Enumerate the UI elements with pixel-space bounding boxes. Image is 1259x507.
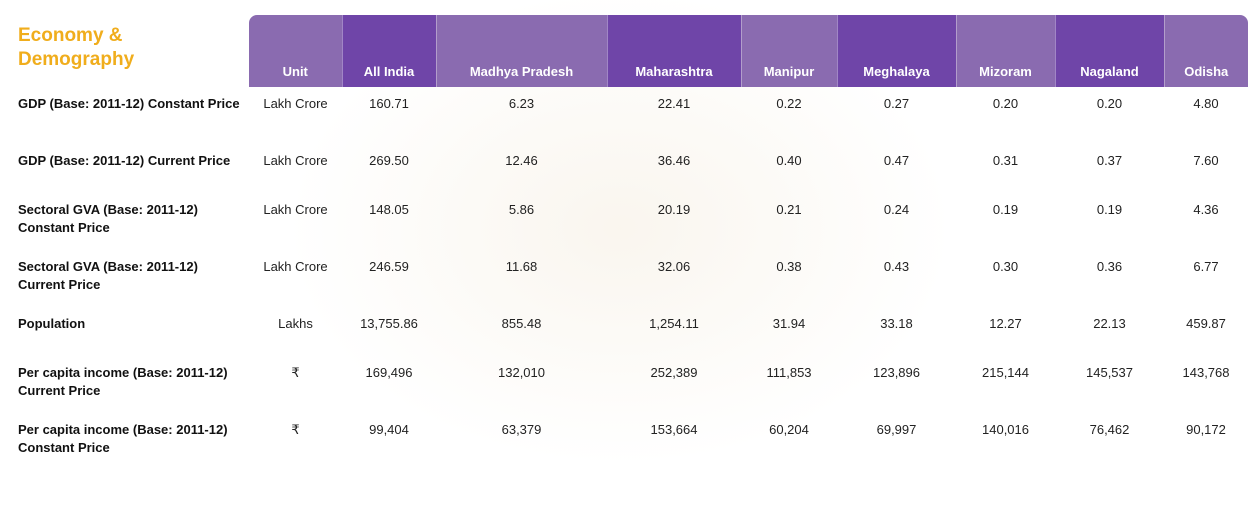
column-header: Odisha [1164,15,1248,87]
table-cell: 7.60 [1193,153,1219,168]
column-header: Madhya Pradesh [436,15,608,87]
table-cell: ₹ [291,422,300,437]
table-cell: 855.48 [501,316,542,331]
table-cell: 22.41 [657,96,691,111]
column-header: Unit [249,15,343,87]
table-cell: ₹ [291,365,300,380]
table-cell: 148.05 [369,202,409,217]
data-table: Unit All India Madhya Pradesh Maharashtr… [0,15,1248,470]
row-label: Per capita income (Base: 2011-12) Curren… [18,365,228,398]
table-cell: 4.80 [1193,96,1219,111]
table-cell: 140,016 [982,422,1029,437]
table-cell: 69,997 [876,422,917,437]
section-title: Economy & Demography [18,25,135,70]
table-cell: Lakh Crore [263,153,328,168]
table-cell: 169,496 [365,365,413,380]
table-cell: 99,404 [369,422,409,437]
table-cell: 0.36 [1096,259,1123,274]
column-header: All India [342,15,437,87]
table-cell: 153,664 [650,422,698,437]
table-cell: 0.21 [776,202,802,217]
table-row: Population Lakhs 13,755.86 855.48 1,254.… [0,307,1248,356]
table-cell: 0.22 [776,96,802,111]
table-cell: 20.19 [657,202,691,217]
table-cell: 0.47 [883,153,910,168]
table-cell: 63,379 [501,422,542,437]
table-cell: 12.27 [989,316,1022,331]
column-header: Meghalaya [837,15,957,87]
table-cell: 6.23 [508,96,535,111]
table-cell: 5.86 [508,202,535,217]
row-label: GDP (Base: 2011-12) Current Price [18,153,231,168]
table-cell: 13,755.86 [360,316,418,331]
table-cell: 0.27 [883,96,910,111]
table-cell: 0.24 [883,202,910,217]
column-header: Manipur [741,15,838,87]
table-cell: 32.06 [657,259,691,274]
table-cell: 36.46 [657,153,691,168]
column-header: Nagaland [1055,15,1165,87]
table-cell: 215,144 [982,365,1029,380]
table-cell: 145,537 [1086,365,1133,380]
table-cell: 132,010 [498,365,545,380]
table-cell: 0.43 [883,259,910,274]
table-cell: 0.19 [1096,202,1123,217]
table-cell: 246.59 [369,259,409,274]
table-cell: 0.19 [992,202,1019,217]
table-cell: 6.77 [1193,259,1219,274]
table-row: Per capita income (Base: 2011-12) Consta… [0,413,1248,470]
column-header: Mizoram [956,15,1056,87]
table-cell: 0.37 [1096,153,1123,168]
table-cell: 143,768 [1182,365,1230,380]
row-label: GDP (Base: 2011-12) Constant Price [18,96,240,111]
row-label: Sectoral GVA (Base: 2011-12) Current Pri… [18,259,198,292]
table-row: Sectoral GVA (Base: 2011-12) Constant Pr… [0,193,1248,250]
table-cell: Lakhs [278,316,313,331]
table-cell: 0.31 [992,153,1019,168]
table-cell: 76,462 [1089,422,1130,437]
table-row: GDP (Base: 2011-12) Current Price Lakh C… [0,144,1248,193]
table-cell: 22.13 [1093,316,1126,331]
table-cell: 33.18 [880,316,913,331]
table-cell: 11.68 [505,259,538,274]
table-cell: 252,389 [650,365,698,380]
row-label: Per capita income (Base: 2011-12) Consta… [18,422,228,455]
table-cell: 123,896 [873,365,920,380]
table-cell: 31.94 [772,316,806,331]
table-cell: 111,853 [766,365,812,380]
table-cell: 0.20 [1096,96,1123,111]
row-label: Sectoral GVA (Base: 2011-12) Constant Pr… [18,202,198,235]
table-cell: 0.40 [776,153,802,168]
table-row: GDP (Base: 2011-12) Constant Price Lakh … [0,87,1248,144]
table-cell: Lakh Crore [263,259,328,274]
column-header: Maharashtra [607,15,742,87]
table-cell: 160.71 [369,96,409,111]
table-cell: 4.36 [1193,202,1219,217]
table-cell: 12.46 [505,153,538,168]
table-cell: 60,204 [769,422,809,437]
header-row: Unit All India Madhya Pradesh Maharashtr… [0,15,1248,87]
table-cell: Lakh Crore [263,202,328,217]
table-cell: 1,254.11 [649,316,699,331]
table-row: Sectoral GVA (Base: 2011-12) Current Pri… [0,250,1248,307]
table-cell: Lakh Crore [263,96,328,111]
table-cell: 459.87 [1186,316,1226,331]
table-cell: 269.50 [369,153,409,168]
row-label: Population [18,316,86,331]
table-cell: 0.30 [992,259,1019,274]
table-cell: 90,172 [1186,422,1226,437]
table-row: Per capita income (Base: 2011-12) Curren… [0,356,1248,413]
table-cell: 0.38 [776,259,802,274]
table-cell: 0.20 [992,96,1019,111]
